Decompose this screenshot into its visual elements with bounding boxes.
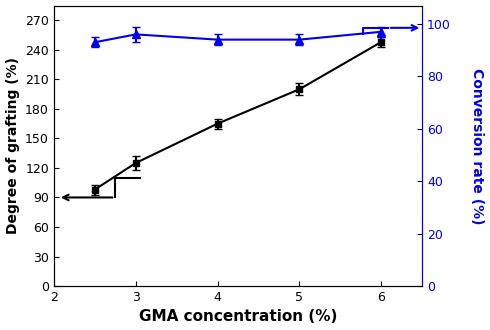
X-axis label: GMA concentration (%): GMA concentration (%) [139,310,337,324]
Y-axis label: Conversion rate (%): Conversion rate (%) [470,68,485,224]
Y-axis label: Degree of grafting (%): Degree of grafting (%) [5,57,20,234]
